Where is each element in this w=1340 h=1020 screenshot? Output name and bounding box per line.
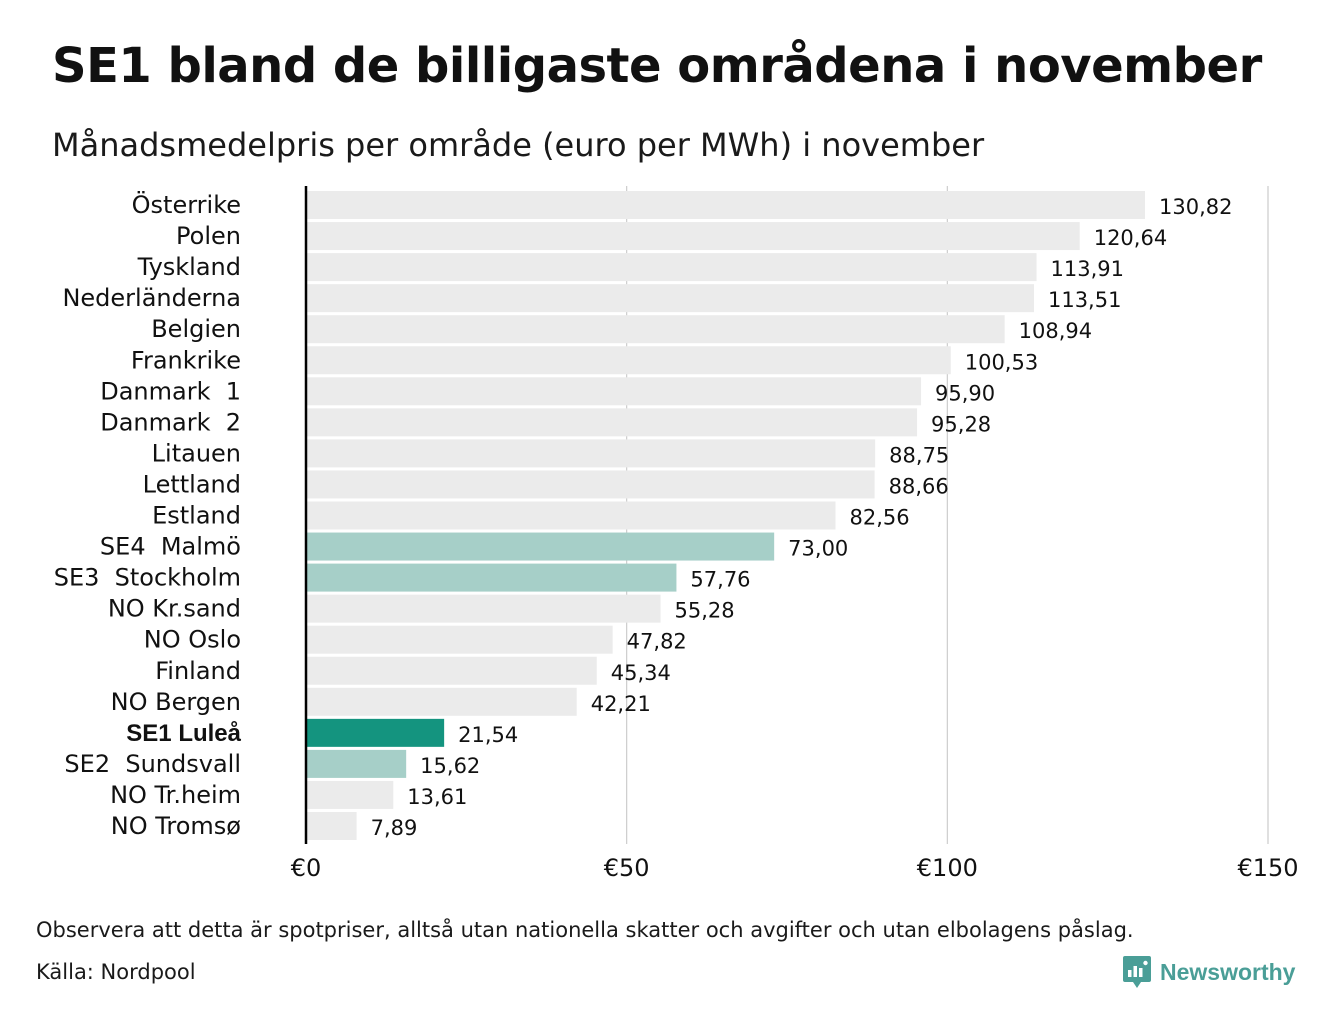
value-label: 82,56 [849,506,909,530]
category-label: Österrike [132,190,241,219]
bar [306,191,1145,219]
category-label: SE3 Stockholm [54,564,241,592]
bar [306,532,775,561]
value-label: 73,00 [788,537,848,561]
bar [306,408,918,437]
chart-title: SE1 bland de billigaste områdena i novem… [52,38,1262,94]
value-label: 13,61 [407,785,467,809]
category-label: Lettland [143,470,241,498]
category-label: Belgien [151,315,241,343]
value-label: 45,34 [611,661,671,685]
category-label: Nederländerna [62,284,241,312]
value-label: 57,76 [690,568,750,592]
bar [306,718,445,747]
bar [306,501,836,530]
value-label: 42,21 [591,692,651,716]
value-label: 120,64 [1094,226,1167,250]
value-labels: 130,82 120,64 113,91 113,51 108,94 100,53 95,9… [371,195,1233,840]
bar [306,780,394,809]
category-label: NO Tromsø [111,812,241,840]
category-label: NO Oslo [144,626,241,654]
value-label: 130,82 [1159,195,1232,219]
category-label: Polen [176,222,241,250]
x-tick-label: €0 [291,854,322,882]
category-label: NO Bergen [111,688,241,716]
value-label: 47,82 [627,630,687,654]
category-label: NO Tr.heim [110,781,241,809]
bar [306,812,357,840]
bar [306,594,661,623]
category-label: Frankrike [131,346,241,374]
value-label: 88,66 [889,474,949,498]
bar [306,284,1034,313]
bar [306,625,613,654]
bar [306,346,951,375]
x-tick-label: €100 [917,854,978,882]
value-label: 88,75 [889,443,949,467]
value-label: 113,91 [1051,257,1124,281]
category-label: Danmark 1 [100,377,241,405]
category-label: SE4 Malmö [100,533,241,561]
bar [306,687,577,716]
chart-subtitle: Månadsmedelpris per område (euro per MWh… [52,126,985,164]
value-label: 21,54 [458,723,518,747]
brand-logo: Newsworthy [1122,955,1295,989]
bar [306,749,407,778]
category-label: Estland [152,502,241,530]
category-label: Litauen [152,439,241,467]
category-labels: Österrike Polen Tyskland Nederländerna Belgi… [54,190,242,840]
bar [306,253,1037,282]
brand-name: Newsworthy [1160,958,1296,985]
value-label: 95,28 [931,412,991,436]
category-label-highlight: SE1 Luleå [126,720,241,747]
category-label: Finland [155,657,241,685]
bar-chart-speech-bubble-icon [1123,956,1151,988]
bar-chart: Österrike Polen Tyskland Nederländerna Belgi… [54,186,1299,882]
source-note: Källa: Nordpool [36,960,196,984]
category-label: Danmark 2 [100,408,241,436]
footnote: Observera att detta är spotpriser, allts… [36,918,1134,942]
bar [306,222,1080,251]
value-label: 55,28 [675,599,735,623]
bar [306,315,1005,344]
bar [306,439,876,468]
category-label: SE2 Sundsvall [64,750,241,778]
value-label: 100,53 [965,350,1038,374]
value-label: 113,51 [1048,288,1121,312]
bar [306,563,677,592]
value-label: 15,62 [420,754,480,778]
bar [306,656,597,685]
x-tick-label: €150 [1237,854,1298,882]
bar [306,470,875,499]
value-label: 95,90 [935,381,995,405]
x-axis-ticks: €0 €50 €100 €150 [291,854,1299,882]
category-label: NO Kr.sand [108,595,241,623]
x-tick-label: €50 [604,854,650,882]
category-label: Tyskland [137,253,241,281]
bars [306,191,1145,840]
value-label: 108,94 [1019,319,1092,343]
value-label: 7,89 [371,816,418,840]
bar [306,377,922,406]
